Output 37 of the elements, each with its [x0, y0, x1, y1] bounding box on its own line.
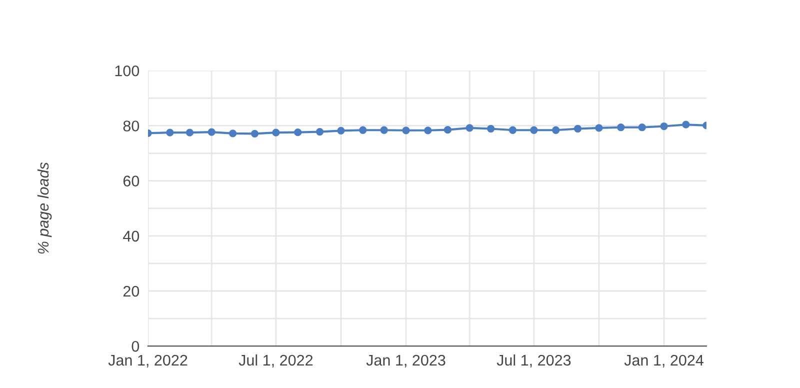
x-tick-label: Jan 1, 2024 [624, 354, 704, 368]
point [272, 128, 280, 136]
point [530, 126, 538, 134]
point [294, 128, 302, 136]
point [402, 126, 410, 134]
point [486, 124, 495, 133]
point [660, 122, 668, 130]
point [508, 126, 517, 134]
point [424, 126, 432, 134]
point [337, 126, 345, 134]
point [229, 130, 237, 138]
point [574, 124, 582, 133]
point [316, 128, 324, 136]
y-tick-label: 80 [123, 120, 140, 132]
y-tick-label: 60 [123, 176, 140, 186]
point [638, 124, 646, 132]
point [595, 124, 603, 132]
point [186, 128, 194, 136]
y-tick-label: 20 [123, 286, 140, 297]
point [250, 130, 259, 138]
y-tick-label: 0 [132, 340, 140, 352]
y-tick-label: 40 [123, 230, 140, 242]
x-tick-label: Jan 1, 2022 [108, 354, 188, 368]
point [552, 126, 560, 134]
point [617, 124, 625, 132]
x-tick-label: Jul 1, 2022 [238, 354, 313, 368]
point [208, 128, 216, 136]
point [466, 124, 474, 132]
x-tick-label: Jul 1, 2023 [496, 354, 571, 368]
x-tick-label: Jan 1, 2023 [366, 354, 446, 368]
y-tick-label: 100 [115, 65, 140, 76]
point [359, 126, 367, 134]
point [444, 126, 452, 134]
y-axis-title: % page loads [37, 162, 52, 254]
point [166, 128, 174, 136]
point [380, 126, 388, 134]
point [682, 120, 690, 128]
